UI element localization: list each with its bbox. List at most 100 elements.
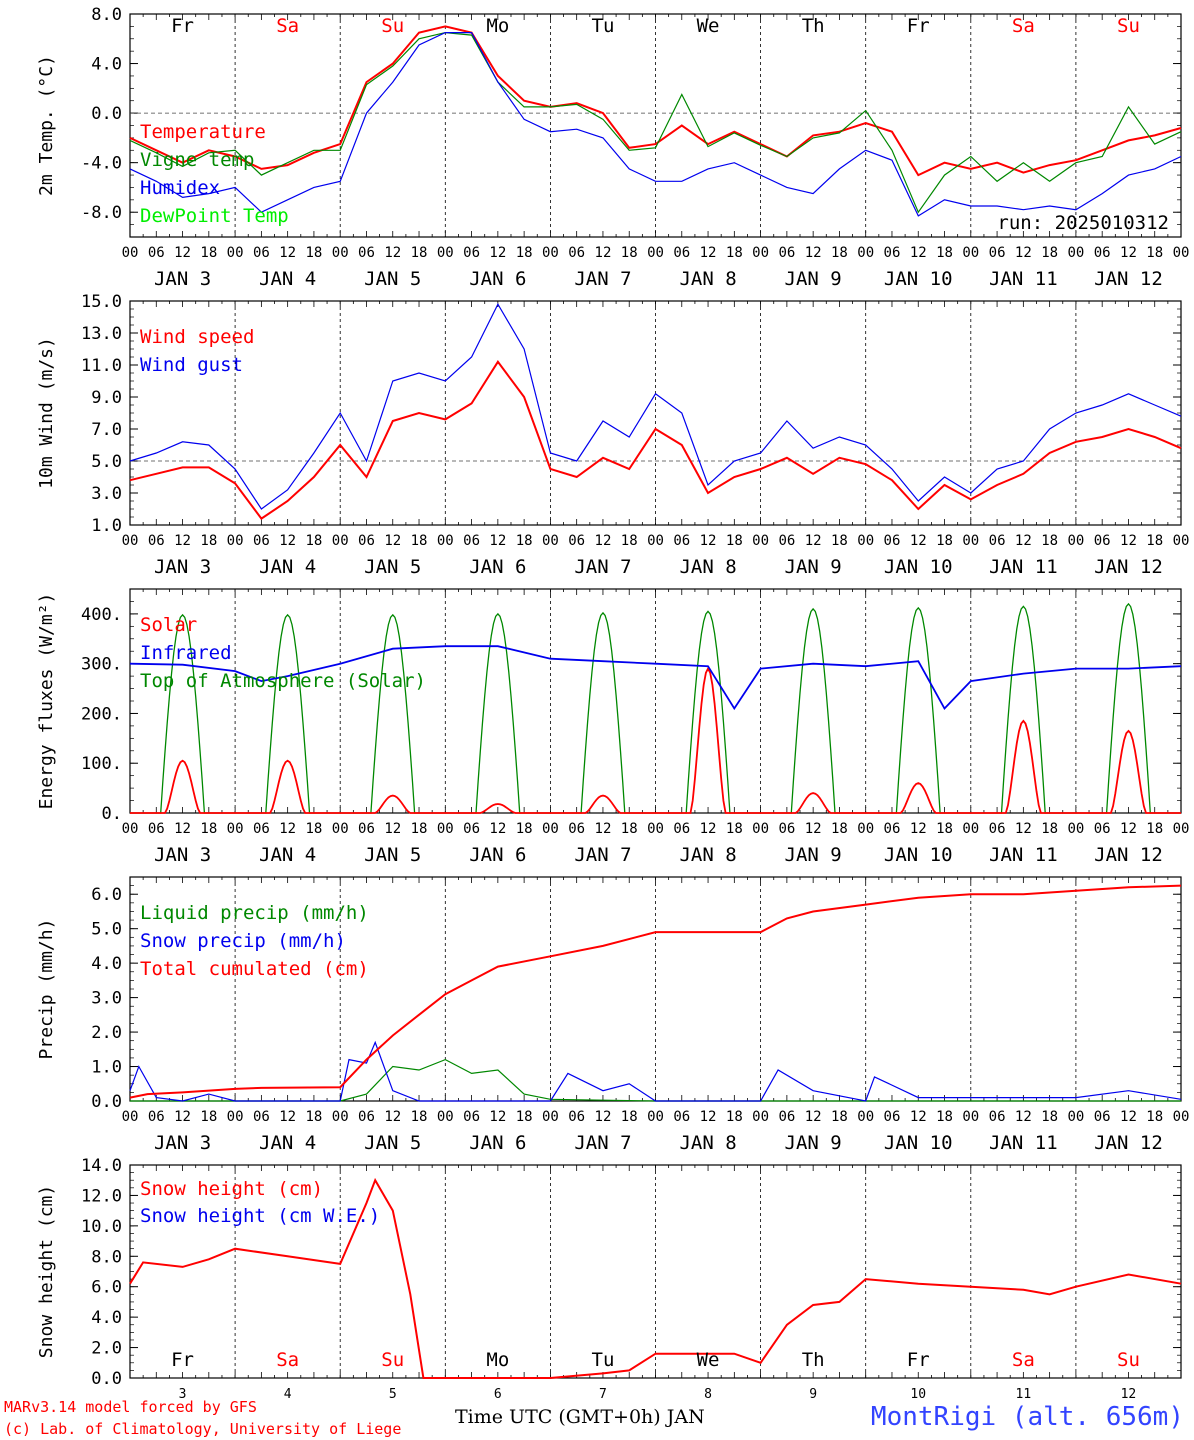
day-label: JAN 6 xyxy=(469,1132,526,1154)
legend-dewpoint-temp: DewPoint Temp xyxy=(140,205,289,227)
hour-tick-label: 00 xyxy=(542,1109,559,1125)
series-infrared xyxy=(129,645,1182,711)
hour-tick-label: 12 xyxy=(489,1109,506,1125)
hour-tick-label: 18 xyxy=(200,245,217,261)
y-tick-label: 13.0 xyxy=(81,324,122,344)
y-tick-label: 1.0 xyxy=(91,516,122,536)
day-label: JAN 9 xyxy=(785,556,842,578)
hour-tick-label: 18 xyxy=(1146,1109,1163,1125)
legend-humidex: Humidex xyxy=(140,177,220,199)
day-label: JAN 12 xyxy=(1094,556,1163,578)
hour-tick-label: 00 xyxy=(437,533,454,549)
hour-tick-label: 18 xyxy=(621,1109,638,1125)
day-number-label: 6 xyxy=(494,1387,502,1402)
hour-tick-label: 18 xyxy=(1041,245,1058,261)
hour-tick-label: 12 xyxy=(805,533,822,549)
hour-tick-label: 00 xyxy=(1067,1109,1084,1125)
hour-tick-label: 18 xyxy=(411,245,428,261)
weekday-label: Sa xyxy=(1012,15,1035,37)
hour-tick-label: 00 xyxy=(752,1109,769,1125)
hour-tick-label: 18 xyxy=(516,1109,533,1125)
hour-tick-label: 06 xyxy=(1094,1109,1111,1125)
weekday-label: Sa xyxy=(276,1349,299,1371)
hour-tick-label: 12 xyxy=(595,533,612,549)
legend-total-cumulated-cm-: Total cumulated (cm) xyxy=(140,958,369,980)
hour-tick-label: 18 xyxy=(305,821,322,837)
hour-tick-label: 06 xyxy=(463,533,480,549)
y-tick-label: 4.0 xyxy=(91,1308,122,1328)
hour-tick-label: 12 xyxy=(174,245,191,261)
hour-tick-label: 18 xyxy=(726,1109,743,1125)
hour-tick-label: 00 xyxy=(647,245,664,261)
day-label: JAN 4 xyxy=(259,844,316,866)
hour-tick-label: 00 xyxy=(962,533,979,549)
day-label: JAN 4 xyxy=(259,556,316,578)
hour-tick-label: 12 xyxy=(489,533,506,549)
weekday-label: Fr xyxy=(171,15,194,37)
hour-tick-label: 06 xyxy=(463,821,480,837)
day-label: JAN 10 xyxy=(884,844,953,866)
y-tick-label: 0.0 xyxy=(91,104,122,124)
hour-tick-label: 00 xyxy=(962,1109,979,1125)
hour-tick-label: 06 xyxy=(778,1109,795,1125)
y-tick-label: 9.0 xyxy=(91,388,122,408)
day-label: JAN 3 xyxy=(154,1132,211,1154)
hour-tick-label: 00 xyxy=(647,1109,664,1125)
hour-tick-label: 12 xyxy=(1015,533,1032,549)
weekday-label: Th xyxy=(802,1349,825,1371)
hour-tick-label: 00 xyxy=(1173,821,1190,837)
hour-tick-label: 00 xyxy=(752,821,769,837)
hour-tick-label: 06 xyxy=(989,245,1006,261)
hour-tick-label: 18 xyxy=(516,821,533,837)
day-number-label: 5 xyxy=(389,1387,397,1402)
day-label: JAN 11 xyxy=(989,844,1058,866)
legend-solar: Solar xyxy=(140,614,197,636)
hour-tick-label: 18 xyxy=(936,245,953,261)
hour-tick-label: 12 xyxy=(595,1109,612,1125)
y-tick-label: 400. xyxy=(81,605,122,625)
hour-tick-label: 06 xyxy=(358,245,375,261)
hour-tick-label: 00 xyxy=(332,245,349,261)
hour-tick-label: 00 xyxy=(437,245,454,261)
hour-tick-label: 06 xyxy=(884,245,901,261)
y-tick-label: 14.0 xyxy=(81,1156,122,1176)
hour-tick-label: 18 xyxy=(726,245,743,261)
hour-tick-label: 06 xyxy=(778,245,795,261)
hour-tick-label: 06 xyxy=(884,821,901,837)
y-tick-label: 200. xyxy=(81,704,122,724)
hour-tick-label: 00 xyxy=(752,533,769,549)
credit-lab: (c) Lab. of Climatology, University of L… xyxy=(4,1420,402,1438)
y-tick-label: -8.0 xyxy=(81,203,122,223)
day-label: JAN 7 xyxy=(574,268,631,290)
legend-wind-gust: Wind gust xyxy=(140,354,243,376)
series-temperature xyxy=(129,25,1182,177)
hour-tick-label: 00 xyxy=(227,821,244,837)
weekday-label: Su xyxy=(381,15,404,37)
hour-tick-label: 12 xyxy=(174,821,191,837)
hour-tick-label: 12 xyxy=(910,533,927,549)
y-tick-label: 6.0 xyxy=(91,1278,122,1298)
day-label: JAN 8 xyxy=(679,844,736,866)
hour-tick-label: 12 xyxy=(1120,821,1137,837)
hour-tick-label: 12 xyxy=(700,245,717,261)
y-tick-label: 300. xyxy=(81,655,122,675)
hour-tick-label: 06 xyxy=(148,1109,165,1125)
hour-tick-label: 06 xyxy=(253,245,270,261)
hour-tick-label: 18 xyxy=(411,533,428,549)
y-tick-label: 8.0 xyxy=(91,1247,122,1267)
hour-tick-label: 18 xyxy=(516,245,533,261)
series-humidex xyxy=(129,31,1182,217)
hour-tick-label: 12 xyxy=(595,821,612,837)
station-name: MontRigi (alt. 656m) xyxy=(870,1402,1184,1432)
legend-snow-height-cm-: Snow height (cm) xyxy=(140,1178,323,1200)
day-label: JAN 3 xyxy=(154,268,211,290)
hour-tick-label: 06 xyxy=(989,533,1006,549)
hour-tick-label: 12 xyxy=(279,1109,296,1125)
hour-tick-label: 18 xyxy=(200,1109,217,1125)
hour-tick-label: 00 xyxy=(647,821,664,837)
hour-tick-label: 18 xyxy=(831,821,848,837)
hour-tick-label: 18 xyxy=(305,533,322,549)
hour-tick-label: 12 xyxy=(174,1109,191,1125)
day-number-label: 12 xyxy=(1121,1387,1137,1402)
weekday-label: Mo xyxy=(486,15,509,37)
